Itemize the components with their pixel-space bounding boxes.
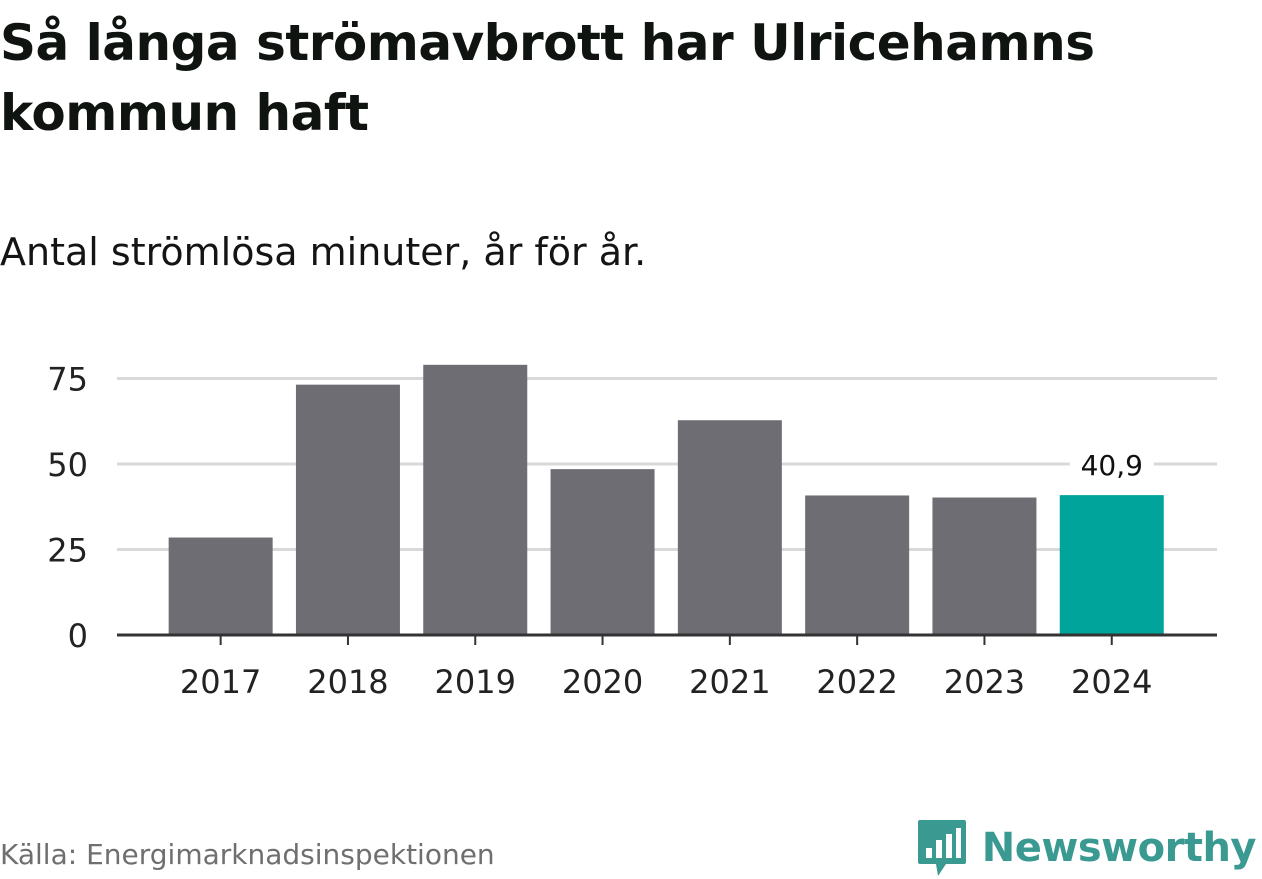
newsworthy-logo-icon: [917, 820, 966, 876]
y-tick-label: 75: [47, 361, 88, 399]
x-tick-label: 2020: [562, 663, 643, 701]
labels: 0 25 50 75 2017 2018 2019 2020 2021 2022 2023 2024 4…: [47, 361, 1154, 701]
data-label-background: [1069, 445, 1154, 482]
bar: [1059, 495, 1164, 635]
bar: [295, 384, 400, 635]
y-tick-label: 0: [68, 617, 88, 655]
x-tick-label: 2017: [180, 663, 261, 701]
x-tick-label: 2018: [307, 663, 388, 701]
bar: [550, 469, 655, 635]
x-tick-label: 2019: [435, 663, 516, 701]
data-label: 40,9: [1081, 449, 1143, 482]
y-tick-label: 50: [47, 446, 88, 484]
bar: [805, 495, 910, 635]
brand-logo: Newsworthy: [916, 818, 1257, 878]
bars: [168, 364, 1164, 635]
chart-subtitle: Antal strömlösa minuter, år för år.: [0, 230, 647, 274]
brand-name: Newsworthy: [981, 825, 1257, 871]
bar-chart: 0 25 50 75 2017 2018 2019 2020 2021 2022 2023 2024 4…: [47, 361, 1217, 701]
gridlines: [117, 377, 1217, 551]
bar: [677, 420, 782, 635]
bar: [168, 537, 273, 635]
y-tick-label: 25: [47, 532, 88, 570]
x-tick-label: 2023: [944, 663, 1025, 701]
bar: [423, 364, 528, 635]
axes: [117, 633, 1217, 645]
source-note: Källa: Energimarknadsinspektionen: [0, 838, 495, 871]
chart-title: Så långa strömavbrott har Ulricehamns ko…: [0, 14, 1095, 142]
bar: [932, 497, 1037, 635]
x-tick-label: 2021: [689, 663, 770, 701]
x-tick-label: 2024: [1071, 663, 1152, 701]
x-tick-label: 2022: [816, 663, 897, 701]
